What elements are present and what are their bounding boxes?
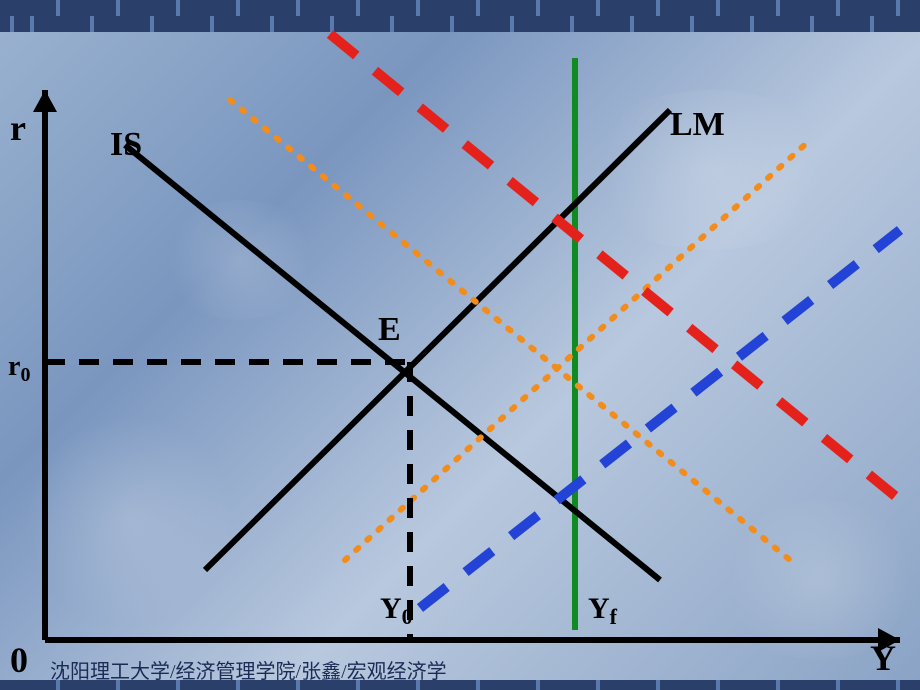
- is-label: IS: [110, 126, 142, 163]
- origin-label: 0: [10, 640, 28, 680]
- y-axis-arrow: [33, 90, 57, 112]
- footer-text: 沈阳理工大学/经济管理学院/张鑫/宏观经济学: [50, 655, 447, 684]
- y-axis-label: r: [10, 108, 26, 148]
- islm-chart: Y r 0 IS LM E r0 Y0 Yf: [0, 0, 920, 690]
- lm-curve: [205, 110, 670, 570]
- lm-label: LM: [670, 106, 725, 143]
- y0-tick: Y0: [380, 592, 413, 629]
- x-axis-label: Y: [870, 638, 896, 678]
- r0-tick: r0: [8, 351, 30, 386]
- slide: Y r 0 IS LM E r0 Y0 Yf 沈阳理工大学/经济管理学院/张鑫/…: [0, 0, 920, 690]
- is-shift-dotted: [230, 100, 790, 560]
- equilibrium-label: E: [378, 311, 401, 348]
- is-shift-dashed-red: [330, 34, 900, 500]
- yf-tick: Yf: [588, 592, 618, 629]
